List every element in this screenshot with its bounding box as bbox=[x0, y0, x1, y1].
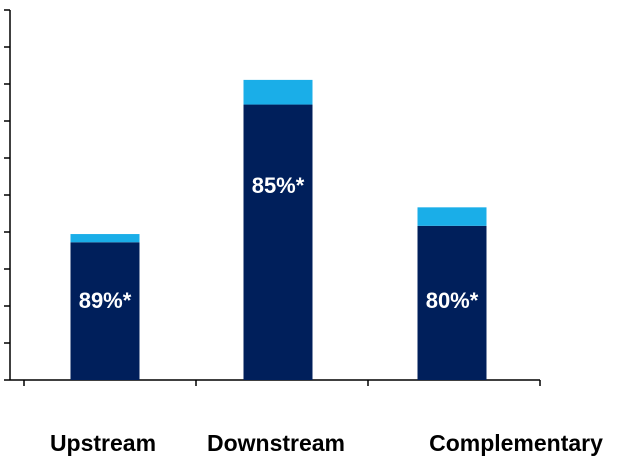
bar-segment-top bbox=[243, 79, 313, 105]
bar-segment-main bbox=[243, 104, 313, 381]
data-label: 85%* bbox=[252, 173, 305, 198]
category-label: Upstream bbox=[50, 430, 156, 456]
labels: 89%* Upstream 85%* Downstream 80%* Complement… bbox=[50, 173, 603, 456]
bar-segment-top bbox=[417, 207, 487, 226]
bar-segment-main bbox=[417, 225, 487, 380]
category-label: Complementary bbox=[429, 430, 603, 456]
bar-segment-main bbox=[70, 242, 140, 380]
data-label: 80%* bbox=[426, 288, 479, 313]
category-label: Downstream bbox=[207, 430, 345, 456]
bars bbox=[70, 79, 487, 381]
bar-segment-top bbox=[70, 234, 140, 243]
data-label: 89%* bbox=[79, 288, 132, 313]
